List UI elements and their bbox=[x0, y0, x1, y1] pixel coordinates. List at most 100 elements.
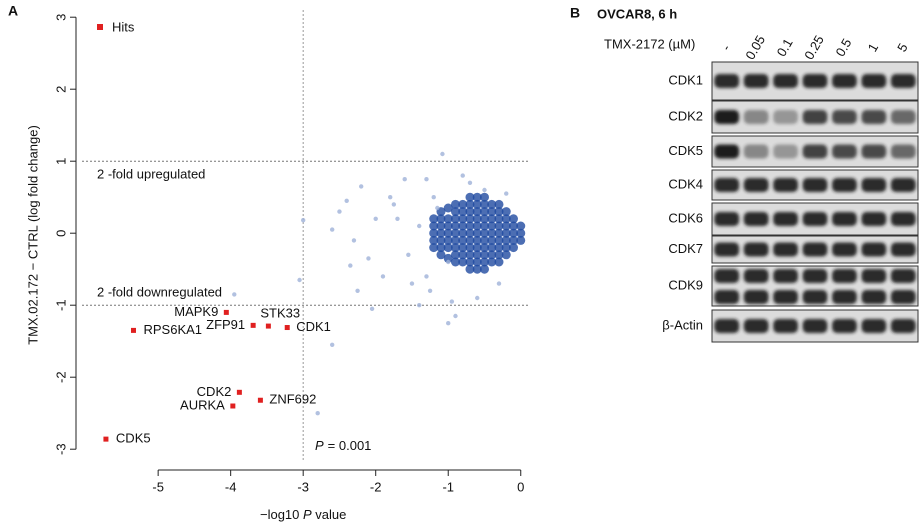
p-annotation-part: P bbox=[315, 438, 324, 453]
p-annotation-part: = 0.001 bbox=[328, 438, 372, 453]
y-tick-label: 0 bbox=[53, 230, 68, 237]
hit-point bbox=[284, 325, 290, 331]
point bbox=[417, 303, 422, 308]
point bbox=[450, 235, 460, 245]
treatment-label: TMX-2172 (µM) bbox=[604, 36, 695, 51]
band bbox=[773, 178, 798, 192]
point bbox=[472, 228, 482, 238]
band bbox=[832, 74, 857, 88]
band bbox=[773, 319, 798, 333]
point bbox=[373, 216, 378, 221]
point bbox=[380, 274, 386, 279]
point bbox=[458, 257, 468, 267]
point bbox=[427, 288, 433, 293]
point bbox=[337, 209, 342, 214]
point bbox=[369, 306, 375, 311]
band bbox=[802, 110, 828, 124]
band bbox=[832, 212, 857, 226]
point bbox=[508, 235, 518, 245]
y-tick-label: -3 bbox=[53, 443, 68, 455]
point bbox=[494, 243, 504, 253]
point bbox=[429, 214, 439, 224]
point bbox=[494, 250, 504, 260]
point-label: RPS6KA1 bbox=[143, 322, 202, 337]
point bbox=[472, 199, 482, 209]
point bbox=[516, 235, 526, 245]
annotation: 2 -fold downregulated bbox=[97, 285, 222, 300]
band bbox=[890, 74, 916, 88]
blot-row-label: CDK4 bbox=[668, 176, 703, 191]
point bbox=[329, 342, 335, 347]
y-axis-label: TMX.02.172 − CTRL (log fold change) bbox=[25, 125, 40, 345]
point bbox=[465, 250, 475, 260]
blot-row-label: β-Actin bbox=[662, 317, 703, 332]
lane-label: 0.5 bbox=[832, 36, 854, 59]
point-label: CDK2 bbox=[197, 384, 232, 399]
band bbox=[861, 144, 887, 159]
point bbox=[232, 292, 237, 297]
band bbox=[890, 144, 916, 159]
band bbox=[890, 269, 916, 283]
point bbox=[465, 221, 475, 231]
band bbox=[773, 144, 798, 159]
band bbox=[714, 178, 740, 192]
point bbox=[344, 198, 349, 203]
x-tick-label: -3 bbox=[297, 479, 309, 494]
point-label: AURKA bbox=[180, 397, 225, 412]
hit-point bbox=[103, 436, 109, 442]
point bbox=[472, 207, 482, 217]
point bbox=[450, 199, 460, 209]
band bbox=[832, 319, 857, 333]
point bbox=[494, 199, 504, 209]
annotation: 2 -fold upregulated bbox=[97, 167, 205, 182]
lane-label: 0.25 bbox=[801, 33, 827, 62]
point bbox=[472, 264, 482, 274]
lane-label: 1 bbox=[865, 41, 882, 55]
band bbox=[832, 144, 857, 159]
point bbox=[429, 221, 439, 231]
band bbox=[802, 242, 828, 257]
point bbox=[424, 177, 429, 182]
point-label: STK33 bbox=[260, 306, 300, 321]
band bbox=[802, 290, 828, 304]
point bbox=[351, 238, 357, 243]
point-label: CDK5 bbox=[116, 431, 151, 446]
point bbox=[429, 235, 439, 245]
point bbox=[487, 243, 497, 253]
x-tick-label: 0 bbox=[517, 479, 524, 494]
x-axis-label-part: P bbox=[303, 507, 312, 522]
band bbox=[861, 178, 887, 192]
point bbox=[479, 214, 489, 224]
band bbox=[890, 319, 916, 333]
point bbox=[465, 257, 475, 267]
point bbox=[315, 411, 320, 416]
band bbox=[802, 212, 828, 226]
band bbox=[802, 269, 828, 283]
point-label: ZNF692 bbox=[269, 392, 316, 407]
point bbox=[458, 250, 468, 260]
band bbox=[773, 110, 798, 124]
point bbox=[458, 199, 468, 209]
band bbox=[743, 212, 769, 226]
point bbox=[450, 243, 460, 253]
point bbox=[496, 281, 502, 286]
point bbox=[458, 235, 468, 245]
point bbox=[460, 173, 465, 178]
point bbox=[435, 205, 440, 211]
band bbox=[832, 269, 857, 283]
point bbox=[443, 253, 453, 263]
point bbox=[465, 228, 475, 238]
band bbox=[743, 242, 769, 257]
point bbox=[501, 207, 511, 217]
point bbox=[417, 223, 422, 229]
point-label: ZFP91 bbox=[206, 317, 245, 332]
point bbox=[453, 313, 458, 319]
point bbox=[494, 257, 504, 267]
band bbox=[714, 269, 740, 283]
point bbox=[508, 228, 518, 238]
band bbox=[890, 290, 916, 304]
point bbox=[436, 243, 446, 253]
band bbox=[832, 290, 857, 304]
point bbox=[501, 221, 511, 231]
point bbox=[465, 264, 475, 274]
